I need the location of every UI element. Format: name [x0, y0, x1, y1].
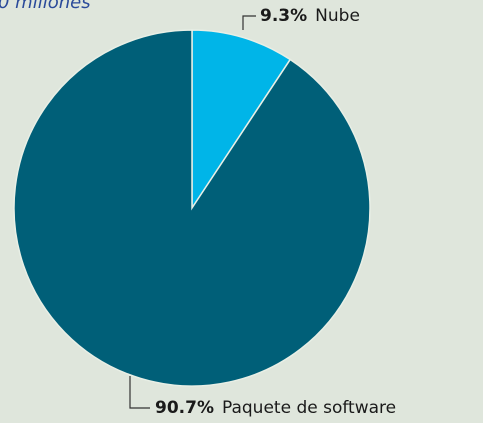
category-label: Paquete de software	[222, 398, 396, 418]
leader-line	[242, 15, 256, 30]
data-label: 9.3% Nube	[260, 6, 360, 26]
leader-line	[129, 376, 150, 409]
category-label: Nube	[315, 6, 360, 26]
pie-slice	[191, 29, 292, 211]
value-label: 90.7%	[155, 398, 214, 418]
pie-slice	[13, 29, 371, 387]
value-label: 9.3%	[260, 6, 307, 26]
chart-title: 0 millones	[0, 0, 91, 13]
data-label: 90.7% Paquete de software	[155, 398, 396, 418]
